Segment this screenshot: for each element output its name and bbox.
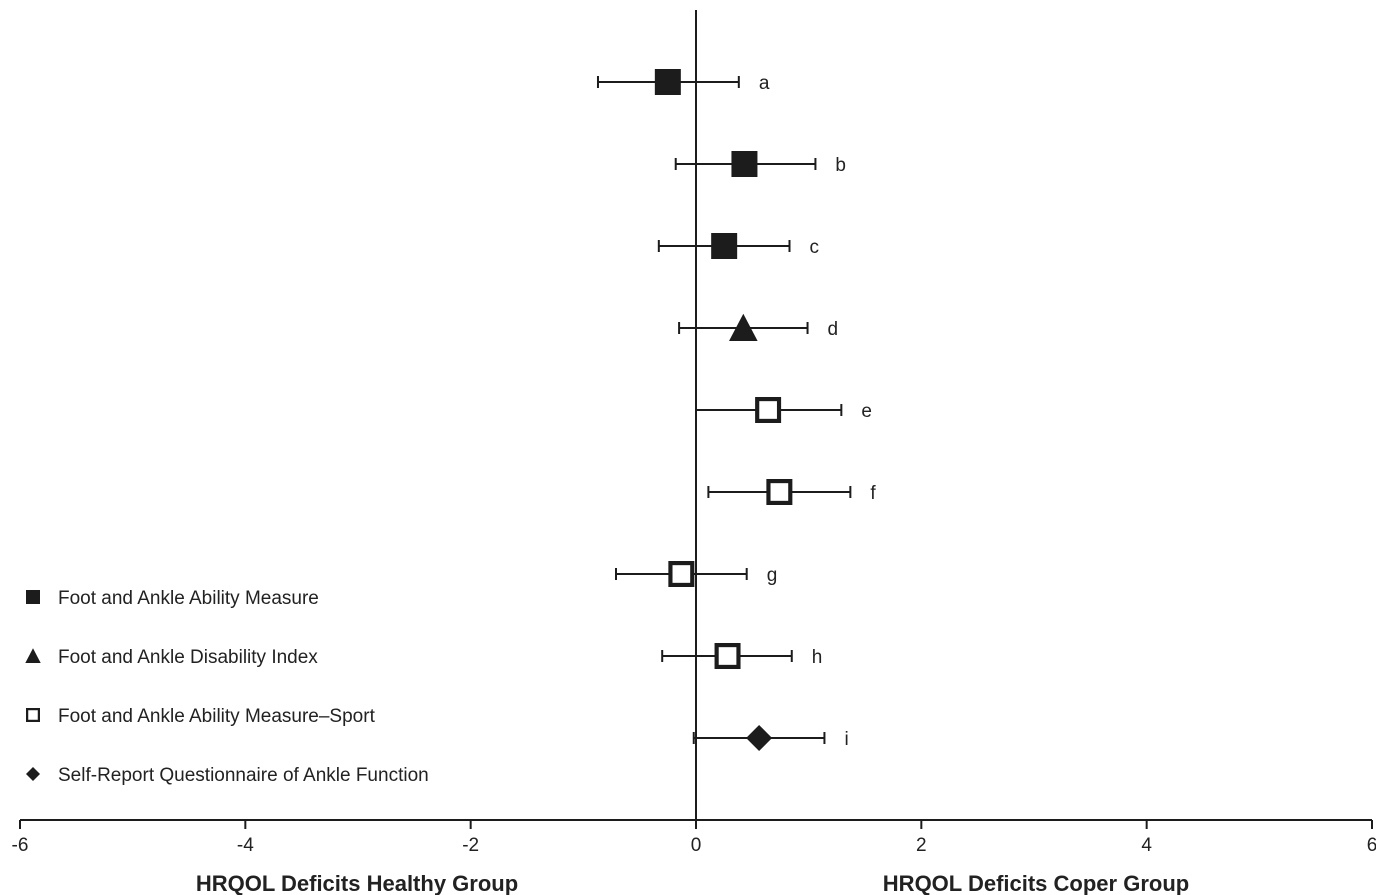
legend-label: Foot and Ankle Disability Index <box>58 647 318 668</box>
forest-row-g: g <box>615 561 778 588</box>
forest-row-c: c <box>657 233 820 259</box>
point-marker <box>668 561 695 588</box>
x-axis-title-left: HRQOL Deficits Healthy Group <box>196 871 518 895</box>
legend: Foot and Ankle Ability Measure Foot and A… <box>25 588 429 786</box>
forest-row-a: a <box>596 69 770 95</box>
row-label: c <box>810 237 820 258</box>
point-marker <box>714 643 741 670</box>
data-points: a b c d e f g h i <box>596 69 876 751</box>
legend-marker <box>26 707 41 722</box>
row-label: d <box>828 319 839 340</box>
legend-marker <box>26 590 40 604</box>
legend-item: Foot and Ankle Disability Index <box>25 647 318 668</box>
point-marker <box>729 313 758 341</box>
row-label: g <box>767 565 778 586</box>
forest-row-e: e <box>695 396 872 423</box>
point-marker <box>755 396 782 423</box>
x-tick-label: 6 <box>1367 835 1376 856</box>
x-tick-label: 2 <box>916 835 927 856</box>
legend-label: Foot and Ankle Ability Measure <box>58 588 319 609</box>
point-marker <box>711 233 738 259</box>
legend-marker <box>25 648 41 663</box>
row-label: a <box>759 73 770 94</box>
forest-row-d: d <box>678 313 839 341</box>
forest-row-h: h <box>661 643 823 670</box>
point-marker <box>654 69 681 95</box>
forest-row-f: f <box>707 478 876 505</box>
legend-item: Foot and Ankle Ability Measure–Sport <box>26 706 376 727</box>
point-marker <box>766 478 793 505</box>
row-label: h <box>812 647 823 668</box>
x-tick-label: 0 <box>691 835 702 856</box>
row-label: i <box>844 729 848 750</box>
x-axis-ticks: -6 -4 -2 0 2 4 6 <box>12 820 1376 856</box>
legend-label: Self-Report Questionnaire of Ankle Funct… <box>58 765 429 786</box>
point-marker <box>731 151 758 177</box>
legend-item: Foot and Ankle Ability Measure <box>26 588 319 609</box>
row-label: b <box>835 155 846 176</box>
x-tick-label: -2 <box>462 835 479 856</box>
legend-label: Foot and Ankle Ability Measure–Sport <box>58 706 376 727</box>
forest-row-b: b <box>674 151 846 177</box>
x-axis-title-right: HRQOL Deficits Coper Group <box>883 871 1189 895</box>
row-label: f <box>870 483 876 504</box>
x-tick-label: 4 <box>1141 835 1152 856</box>
forest-row-i: i <box>692 725 849 751</box>
x-tick-label: -6 <box>12 835 29 856</box>
legend-item: Self-Report Questionnaire of Ankle Funct… <box>26 765 429 786</box>
point-marker <box>746 725 773 751</box>
x-tick-label: -4 <box>237 835 254 856</box>
row-label: e <box>861 401 872 422</box>
legend-marker <box>26 767 40 781</box>
